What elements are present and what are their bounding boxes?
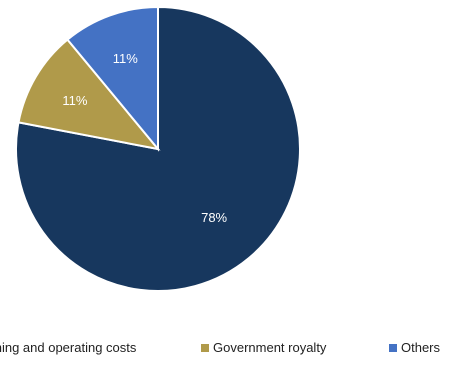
data-label-government-royalty: 11% xyxy=(62,93,87,108)
legend: Mining and operating costs Government roy… xyxy=(0,340,441,355)
pie-data-labels: 78% 11% 11% xyxy=(62,51,227,225)
pie-slice-government-royalty xyxy=(17,38,161,151)
legend-item-government-royalty: Government royalty xyxy=(201,340,327,355)
legend-label-others: Others xyxy=(401,340,441,355)
data-label-mining-and-operating-costs: 78% xyxy=(201,210,227,225)
pie-slices xyxy=(15,5,301,292)
legend-label-government-royalty: Government royalty xyxy=(213,340,327,355)
legend-item-mining-and-operating-costs: Mining and operating costs xyxy=(0,340,137,355)
legend-label-mining-and-operating-costs: Mining and operating costs xyxy=(0,340,137,355)
data-label-others: 11% xyxy=(113,51,138,66)
legend-item-others: Others xyxy=(389,340,441,355)
legend-swatch-others xyxy=(389,344,397,352)
legend-swatch-government-royalty xyxy=(201,344,209,352)
pie-slice-others xyxy=(66,5,159,152)
